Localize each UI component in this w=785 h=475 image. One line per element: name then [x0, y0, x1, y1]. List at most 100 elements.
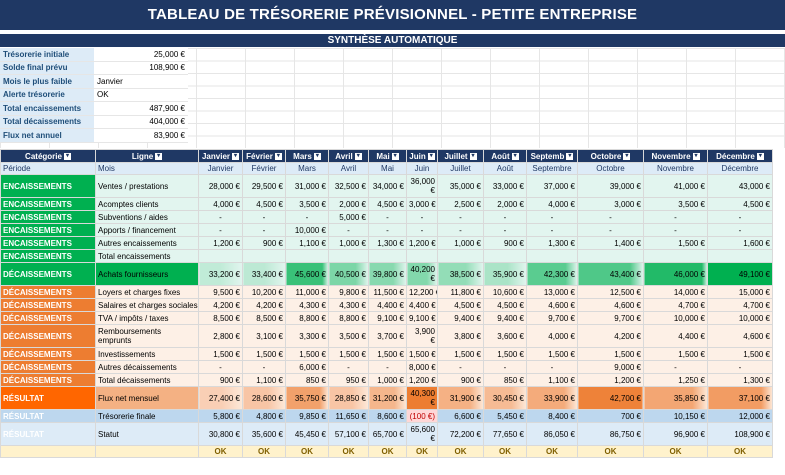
value-cell[interactable]: 1,500 €	[577, 347, 644, 361]
value-cell[interactable]: 4,000 €	[198, 197, 243, 211]
value-cell[interactable]: 11,800 €	[437, 285, 484, 299]
line-label-cell[interactable]: Loyers et charges fixes	[95, 285, 199, 299]
value-cell[interactable]: 28,000 €	[198, 174, 243, 198]
value-cell[interactable]: 4,300 €	[328, 298, 369, 312]
value-cell[interactable]: 1,500 €	[285, 347, 329, 361]
line-label-cell[interactable]: Salaires et charges sociales	[95, 298, 199, 312]
value-cell[interactable]: 8,800 €	[285, 311, 329, 325]
line-label-cell[interactable]: Autres décaissements	[95, 360, 199, 374]
line-label-cell[interactable]: Flux net mensuel	[95, 386, 199, 410]
value-cell[interactable]: -	[483, 210, 527, 224]
line-label-cell[interactable]: Remboursements emprunts	[95, 324, 199, 348]
value-cell[interactable]: -	[526, 223, 578, 237]
value-cell[interactable]: 11,650 €	[328, 409, 369, 423]
summary-label[interactable]: Solde final prévu	[0, 61, 94, 75]
value-cell[interactable]: 1,100 €	[242, 373, 286, 387]
filter-dropdown-icon[interactable]: ▾	[313, 152, 321, 160]
line-label-cell[interactable]: Ventes / prestations	[95, 174, 199, 198]
value-cell[interactable]: 1,500 €	[643, 236, 708, 250]
value-cell[interactable]: 40,300 €	[406, 386, 438, 410]
value-cell[interactable]: 86,050 €	[526, 422, 578, 446]
category-cell[interactable]: ENCAISSEMENTS	[0, 210, 96, 224]
value-cell[interactable]: 3,500 €	[285, 197, 329, 211]
value-cell[interactable]: 4,700 €	[643, 298, 708, 312]
value-cell[interactable]: (100 €)	[406, 409, 438, 423]
alert-status-cell[interactable]: OK	[198, 445, 243, 458]
alert-status-cell[interactable]: OK	[406, 445, 438, 458]
value-cell[interactable]: 40,200 €	[406, 262, 438, 286]
value-cell[interactable]: 5,450 €	[483, 409, 527, 423]
value-cell[interactable]: 8,500 €	[242, 311, 286, 325]
value-cell[interactable]: 10,150 €	[643, 409, 708, 423]
filter-dropdown-icon[interactable]: ▾	[427, 152, 435, 160]
value-cell[interactable]: 4,200 €	[242, 298, 286, 312]
category-cell[interactable]: DÉCAISSEMENTS	[0, 262, 96, 286]
value-cell[interactable]: -	[198, 223, 243, 237]
value-cell[interactable]: 4,500 €	[483, 298, 527, 312]
value-cell[interactable]: 41,000 €	[643, 174, 708, 198]
value-cell[interactable]: 3,600 €	[483, 324, 527, 348]
value-cell[interactable]: 30,450 €	[483, 386, 527, 410]
alert-status-cell[interactable]	[95, 445, 199, 458]
value-cell[interactable]: -	[437, 210, 484, 224]
period-cell[interactable]: Avril	[328, 162, 369, 175]
summary-value[interactable]: 404,000 €	[94, 115, 188, 129]
value-cell[interactable]: 57,100 €	[328, 422, 369, 446]
summary-value[interactable]: 25,000 €	[94, 48, 188, 62]
value-cell[interactable]: 8,500 €	[198, 311, 243, 325]
filter-dropdown-icon[interactable]: ▾	[354, 152, 362, 160]
alert-status-cell[interactable]: OK	[285, 445, 329, 458]
value-cell[interactable]: -	[643, 360, 708, 374]
value-cell[interactable]: 850 €	[483, 373, 527, 387]
value-cell[interactable]: 4,600 €	[707, 324, 773, 348]
value-cell[interactable]: 38,500 €	[437, 262, 484, 286]
value-cell[interactable]: 1,200 €	[198, 236, 243, 250]
value-cell[interactable]	[643, 249, 708, 263]
value-cell[interactable]: -	[198, 210, 243, 224]
period-cell[interactable]: Février	[242, 162, 286, 175]
value-cell[interactable]: 39,800 €	[368, 262, 407, 286]
value-cell[interactable]: 2,000 €	[328, 197, 369, 211]
value-cell[interactable]: 4,500 €	[437, 298, 484, 312]
value-cell[interactable]: 1,500 €	[483, 347, 527, 361]
value-cell[interactable]: 5,800 €	[198, 409, 243, 423]
value-cell[interactable]: -	[285, 210, 329, 224]
value-cell[interactable]: 1,000 €	[437, 236, 484, 250]
value-cell[interactable]: 9,400 €	[437, 311, 484, 325]
value-cell[interactable]: 42,300 €	[526, 262, 578, 286]
category-cell[interactable]: DÉCAISSEMENTS	[0, 347, 96, 361]
value-cell[interactable]: 37,100 €	[707, 386, 773, 410]
value-cell[interactable]: 33,200 €	[198, 262, 243, 286]
value-cell[interactable]: 4,000 €	[526, 197, 578, 211]
value-cell[interactable]	[483, 249, 527, 263]
value-cell[interactable]: 11,000 €	[285, 285, 329, 299]
category-cell[interactable]: ENCAISSEMENTS	[0, 174, 96, 198]
value-cell[interactable]: 850 €	[285, 373, 329, 387]
period-cell[interactable]: Décembre	[707, 162, 773, 175]
value-cell[interactable]: 4,600 €	[526, 298, 578, 312]
value-cell[interactable]: 35,750 €	[285, 386, 329, 410]
alert-status-cell[interactable]: OK	[707, 445, 773, 458]
value-cell[interactable]: 1,100 €	[285, 236, 329, 250]
value-cell[interactable]: 49,100 €	[707, 262, 773, 286]
value-cell[interactable]: 1,300 €	[707, 373, 773, 387]
value-cell[interactable]: 4,000 €	[526, 324, 578, 348]
category-cell[interactable]: RÉSULTAT	[0, 422, 96, 446]
alert-status-cell[interactable]: OK	[328, 445, 369, 458]
value-cell[interactable]: 15,000 €	[707, 285, 773, 299]
line-label-cell[interactable]: Autres encaissements	[95, 236, 199, 250]
value-cell[interactable]: 900 €	[198, 373, 243, 387]
value-cell[interactable]: 6,600 €	[437, 409, 484, 423]
value-cell[interactable]: 8,800 €	[328, 311, 369, 325]
category-cell[interactable]: DÉCAISSEMENTS	[0, 311, 96, 325]
value-cell[interactable]: 4,700 €	[707, 298, 773, 312]
value-cell[interactable]: 1,000 €	[368, 373, 407, 387]
value-cell[interactable]: 1,600 €	[707, 236, 773, 250]
summary-label[interactable]: Trésorerie initiale	[0, 48, 94, 62]
value-cell[interactable]: 35,900 €	[483, 262, 527, 286]
value-cell[interactable]: 28,600 €	[242, 386, 286, 410]
value-cell[interactable]: -	[368, 210, 407, 224]
value-cell[interactable]: 3,100 €	[242, 324, 286, 348]
value-cell[interactable]: 10,000 €	[285, 223, 329, 237]
value-cell[interactable]: 37,000 €	[526, 174, 578, 198]
